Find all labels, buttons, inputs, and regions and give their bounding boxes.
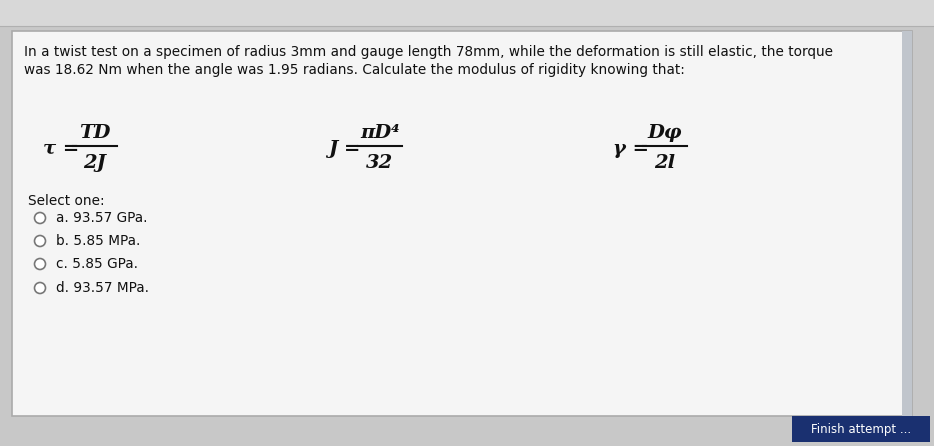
FancyBboxPatch shape xyxy=(12,31,912,416)
Text: 32: 32 xyxy=(366,154,393,172)
Circle shape xyxy=(35,235,46,247)
Text: b. 5.85 MPa.: b. 5.85 MPa. xyxy=(56,234,140,248)
Text: Select one:: Select one: xyxy=(28,194,105,208)
Text: a. 93.57 GPa.: a. 93.57 GPa. xyxy=(56,211,148,225)
Text: was 18.62 Nm when the angle was 1.95 radians. Calculate the modulus of rigidity : was 18.62 Nm when the angle was 1.95 rad… xyxy=(24,63,685,77)
FancyBboxPatch shape xyxy=(792,416,930,442)
FancyBboxPatch shape xyxy=(902,31,912,416)
Text: γ =: γ = xyxy=(613,140,656,158)
Circle shape xyxy=(35,212,46,223)
FancyBboxPatch shape xyxy=(0,0,934,26)
Text: Finish attempt ...: Finish attempt ... xyxy=(811,422,911,435)
Text: J =: J = xyxy=(328,140,367,158)
Text: πD⁴: πD⁴ xyxy=(361,124,400,142)
Text: TD: TD xyxy=(79,124,111,142)
Text: 2l: 2l xyxy=(655,154,675,172)
Text: In a twist test on a specimen of radius 3mm and gauge length 78mm, while the def: In a twist test on a specimen of radius … xyxy=(24,45,833,59)
Text: Dφ: Dφ xyxy=(648,124,682,142)
Circle shape xyxy=(35,259,46,269)
Circle shape xyxy=(35,282,46,293)
Text: c. 5.85 GPa.: c. 5.85 GPa. xyxy=(56,257,138,271)
Text: τ =: τ = xyxy=(43,140,86,158)
Text: d. 93.57 MPa.: d. 93.57 MPa. xyxy=(56,281,149,295)
Text: 2J: 2J xyxy=(83,154,106,172)
